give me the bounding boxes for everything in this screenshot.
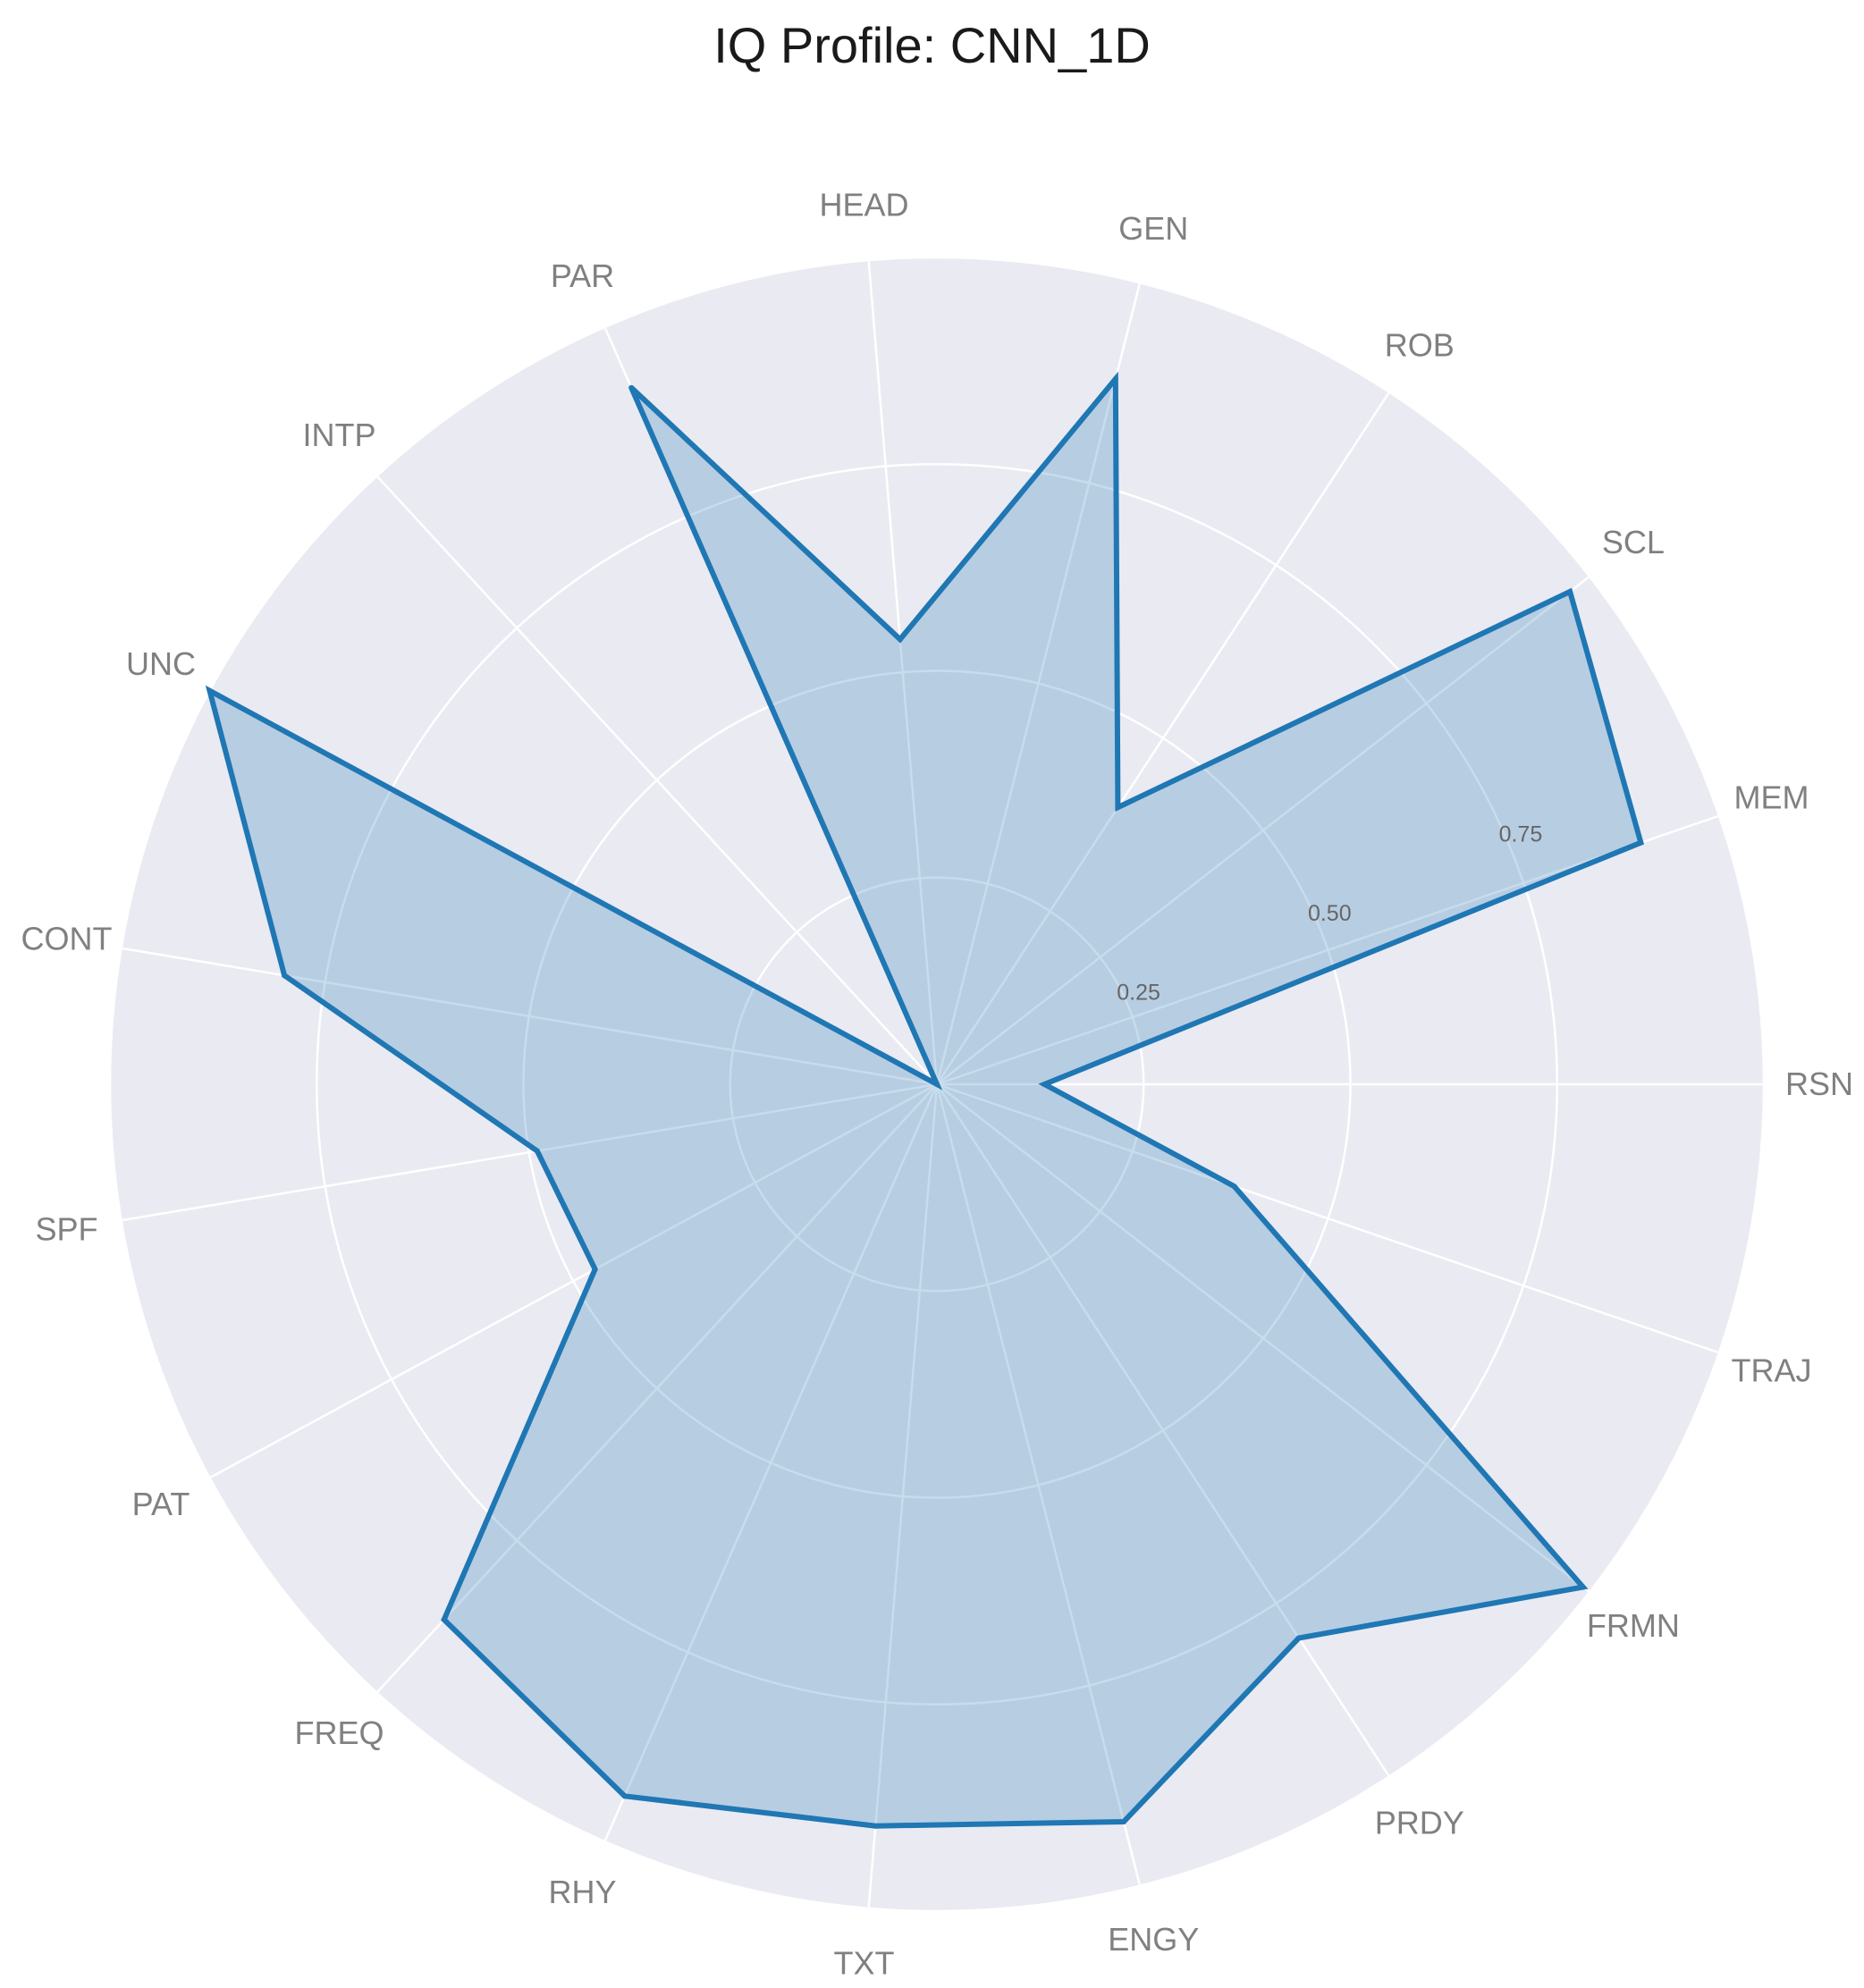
data-point-par bbox=[628, 384, 635, 391]
category-label-spf: SPF bbox=[35, 1211, 97, 1248]
spoke-rhy bbox=[603, 1083, 939, 1842]
data-point-scl bbox=[1567, 588, 1573, 594]
data-point-intp bbox=[934, 1082, 940, 1087]
category-label-head: HEAD bbox=[819, 186, 908, 223]
data-point-freq bbox=[441, 1616, 447, 1622]
spoke-freq bbox=[375, 1083, 938, 1694]
category-label-gen: GEN bbox=[1118, 210, 1188, 247]
category-label-pat: PAT bbox=[132, 1486, 190, 1522]
category-label-prdy: PRDY bbox=[1375, 1804, 1464, 1841]
spoke-intp bbox=[375, 475, 938, 1085]
spoke-cont bbox=[121, 947, 938, 1086]
spoke-frmn bbox=[936, 1083, 1590, 1594]
data-point-traj bbox=[1231, 1184, 1237, 1190]
category-label-rob: ROB bbox=[1385, 327, 1455, 364]
data-point-rhy bbox=[621, 1793, 628, 1799]
radial-tick-label: 0.75 bbox=[1499, 822, 1543, 847]
data-point-rsn bbox=[1042, 1082, 1048, 1087]
category-label-par: PAR bbox=[551, 257, 614, 294]
spoke-gen bbox=[935, 282, 1142, 1085]
data-point-pat bbox=[592, 1266, 598, 1272]
category-label-cont: CONT bbox=[21, 921, 113, 957]
category-label-engy: ENGY bbox=[1108, 1921, 1199, 1958]
series-line bbox=[205, 371, 1645, 1829]
spoke-txt bbox=[867, 1083, 939, 1908]
category-label-traj: TRAJ bbox=[1732, 1352, 1812, 1389]
data-point-unc bbox=[207, 687, 213, 694]
category-label-mem: MEM bbox=[1734, 779, 1809, 816]
data-point-engy bbox=[1120, 1819, 1126, 1824]
data-point-spf bbox=[534, 1148, 540, 1154]
spoke-pat bbox=[208, 1082, 938, 1479]
spoke-spf bbox=[121, 1082, 938, 1222]
radial-tick-label: 0.50 bbox=[1308, 901, 1352, 926]
category-label-intp: INTP bbox=[302, 417, 375, 453]
radial-tick-label: 0.25 bbox=[1117, 981, 1160, 1006]
category-label-freq: FREQ bbox=[294, 1714, 384, 1751]
data-point-rob bbox=[1115, 804, 1121, 811]
spoke-head bbox=[867, 260, 939, 1085]
data-point-mem bbox=[1638, 839, 1644, 846]
data-point-head bbox=[897, 636, 903, 643]
data-point-txt bbox=[873, 1823, 879, 1829]
data-point-cont bbox=[282, 973, 288, 979]
spoke-prdy bbox=[935, 1083, 1390, 1778]
series-fill bbox=[209, 378, 1641, 1826]
spoke-traj bbox=[936, 1082, 1720, 1354]
chart-title: IQ Profile: CNN_1D bbox=[713, 17, 1151, 73]
spoke-scl bbox=[936, 575, 1590, 1085]
spoke-rob bbox=[935, 391, 1390, 1085]
category-label-scl: SCL bbox=[1602, 524, 1665, 560]
category-label-rhy: RHY bbox=[548, 1874, 616, 1910]
spoke-engy bbox=[935, 1083, 1142, 1887]
category-label-txt: TXT bbox=[834, 1945, 895, 1982]
category-label-unc: UNC bbox=[126, 645, 196, 682]
category-label-frmn: FRMN bbox=[1587, 1607, 1680, 1644]
data-point-prdy bbox=[1295, 1635, 1302, 1641]
category-label-rsn: RSN bbox=[1785, 1066, 1853, 1102]
data-point-frmn bbox=[1580, 1584, 1586, 1590]
spoke-mem bbox=[936, 814, 1720, 1086]
data-point-gen bbox=[1112, 375, 1118, 382]
